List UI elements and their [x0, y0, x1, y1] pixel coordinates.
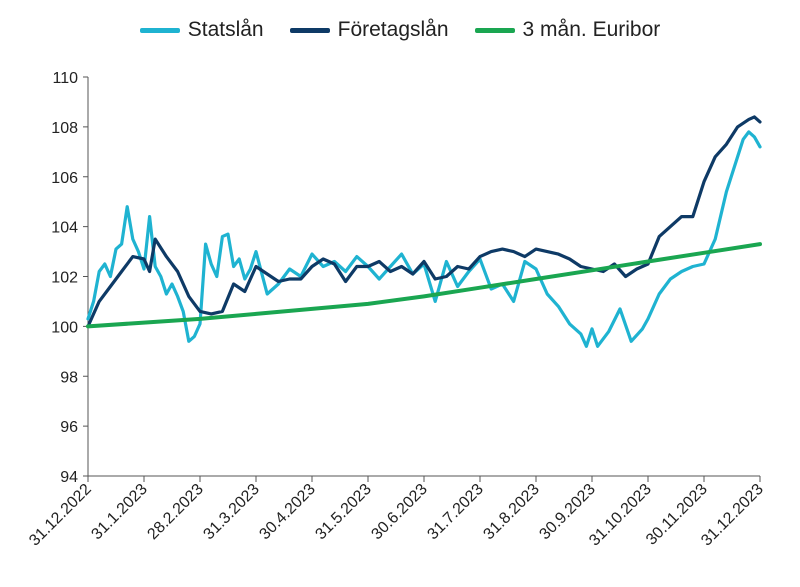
x-tick-label: 31.1.2023 — [88, 481, 150, 543]
legend-label-euribor: 3 mån. Euribor — [522, 18, 661, 41]
legend-label-foretagslan: Företagslån — [337, 18, 449, 41]
legend-swatch-statslan — [139, 27, 180, 33]
legend-item-foretagslan: Företagslån — [289, 18, 449, 42]
x-tick-label: 31.8.2023 — [480, 481, 542, 543]
series-line-statslan — [86, 130, 762, 348]
y-tick-label: 110 — [52, 70, 78, 87]
legend-item-euribor: 3 mån. Euribor — [474, 18, 661, 42]
y-tick-label: 104 — [51, 220, 78, 237]
legend-label-statslan: Statslån — [187, 18, 264, 41]
x-tick-label: 28.2.2023 — [144, 481, 206, 543]
legend-swatch-euribor — [474, 27, 515, 33]
y-tick-label: 100 — [51, 319, 78, 336]
x-tick-label: 31.5.2023 — [312, 481, 374, 543]
x-tick-label: 30.4.2023 — [256, 481, 318, 543]
y-tick-label: 96 — [60, 419, 78, 436]
y-tick-label: 102 — [51, 270, 78, 287]
series-line-euribor — [86, 242, 762, 329]
y-tick-label: 98 — [60, 369, 78, 386]
x-tick-label: 31.7.2023 — [424, 481, 486, 543]
x-tick-label: 30.6.2023 — [368, 481, 430, 543]
y-tick-label: 94 — [60, 469, 78, 486]
y-tick-label: 106 — [51, 170, 78, 187]
x-tick-label: 31.3.2023 — [200, 481, 262, 543]
chart-legend: Statslån Företagslån 3 mån. Euribor — [0, 18, 800, 42]
legend-swatch-foretagslan — [289, 27, 330, 33]
series-line-foretagslan — [86, 115, 762, 328]
legend-item-statslan: Statslån — [139, 18, 264, 42]
x-tick-label: 31.12.2022 — [26, 481, 95, 550]
y-tick-label: 108 — [51, 120, 78, 137]
